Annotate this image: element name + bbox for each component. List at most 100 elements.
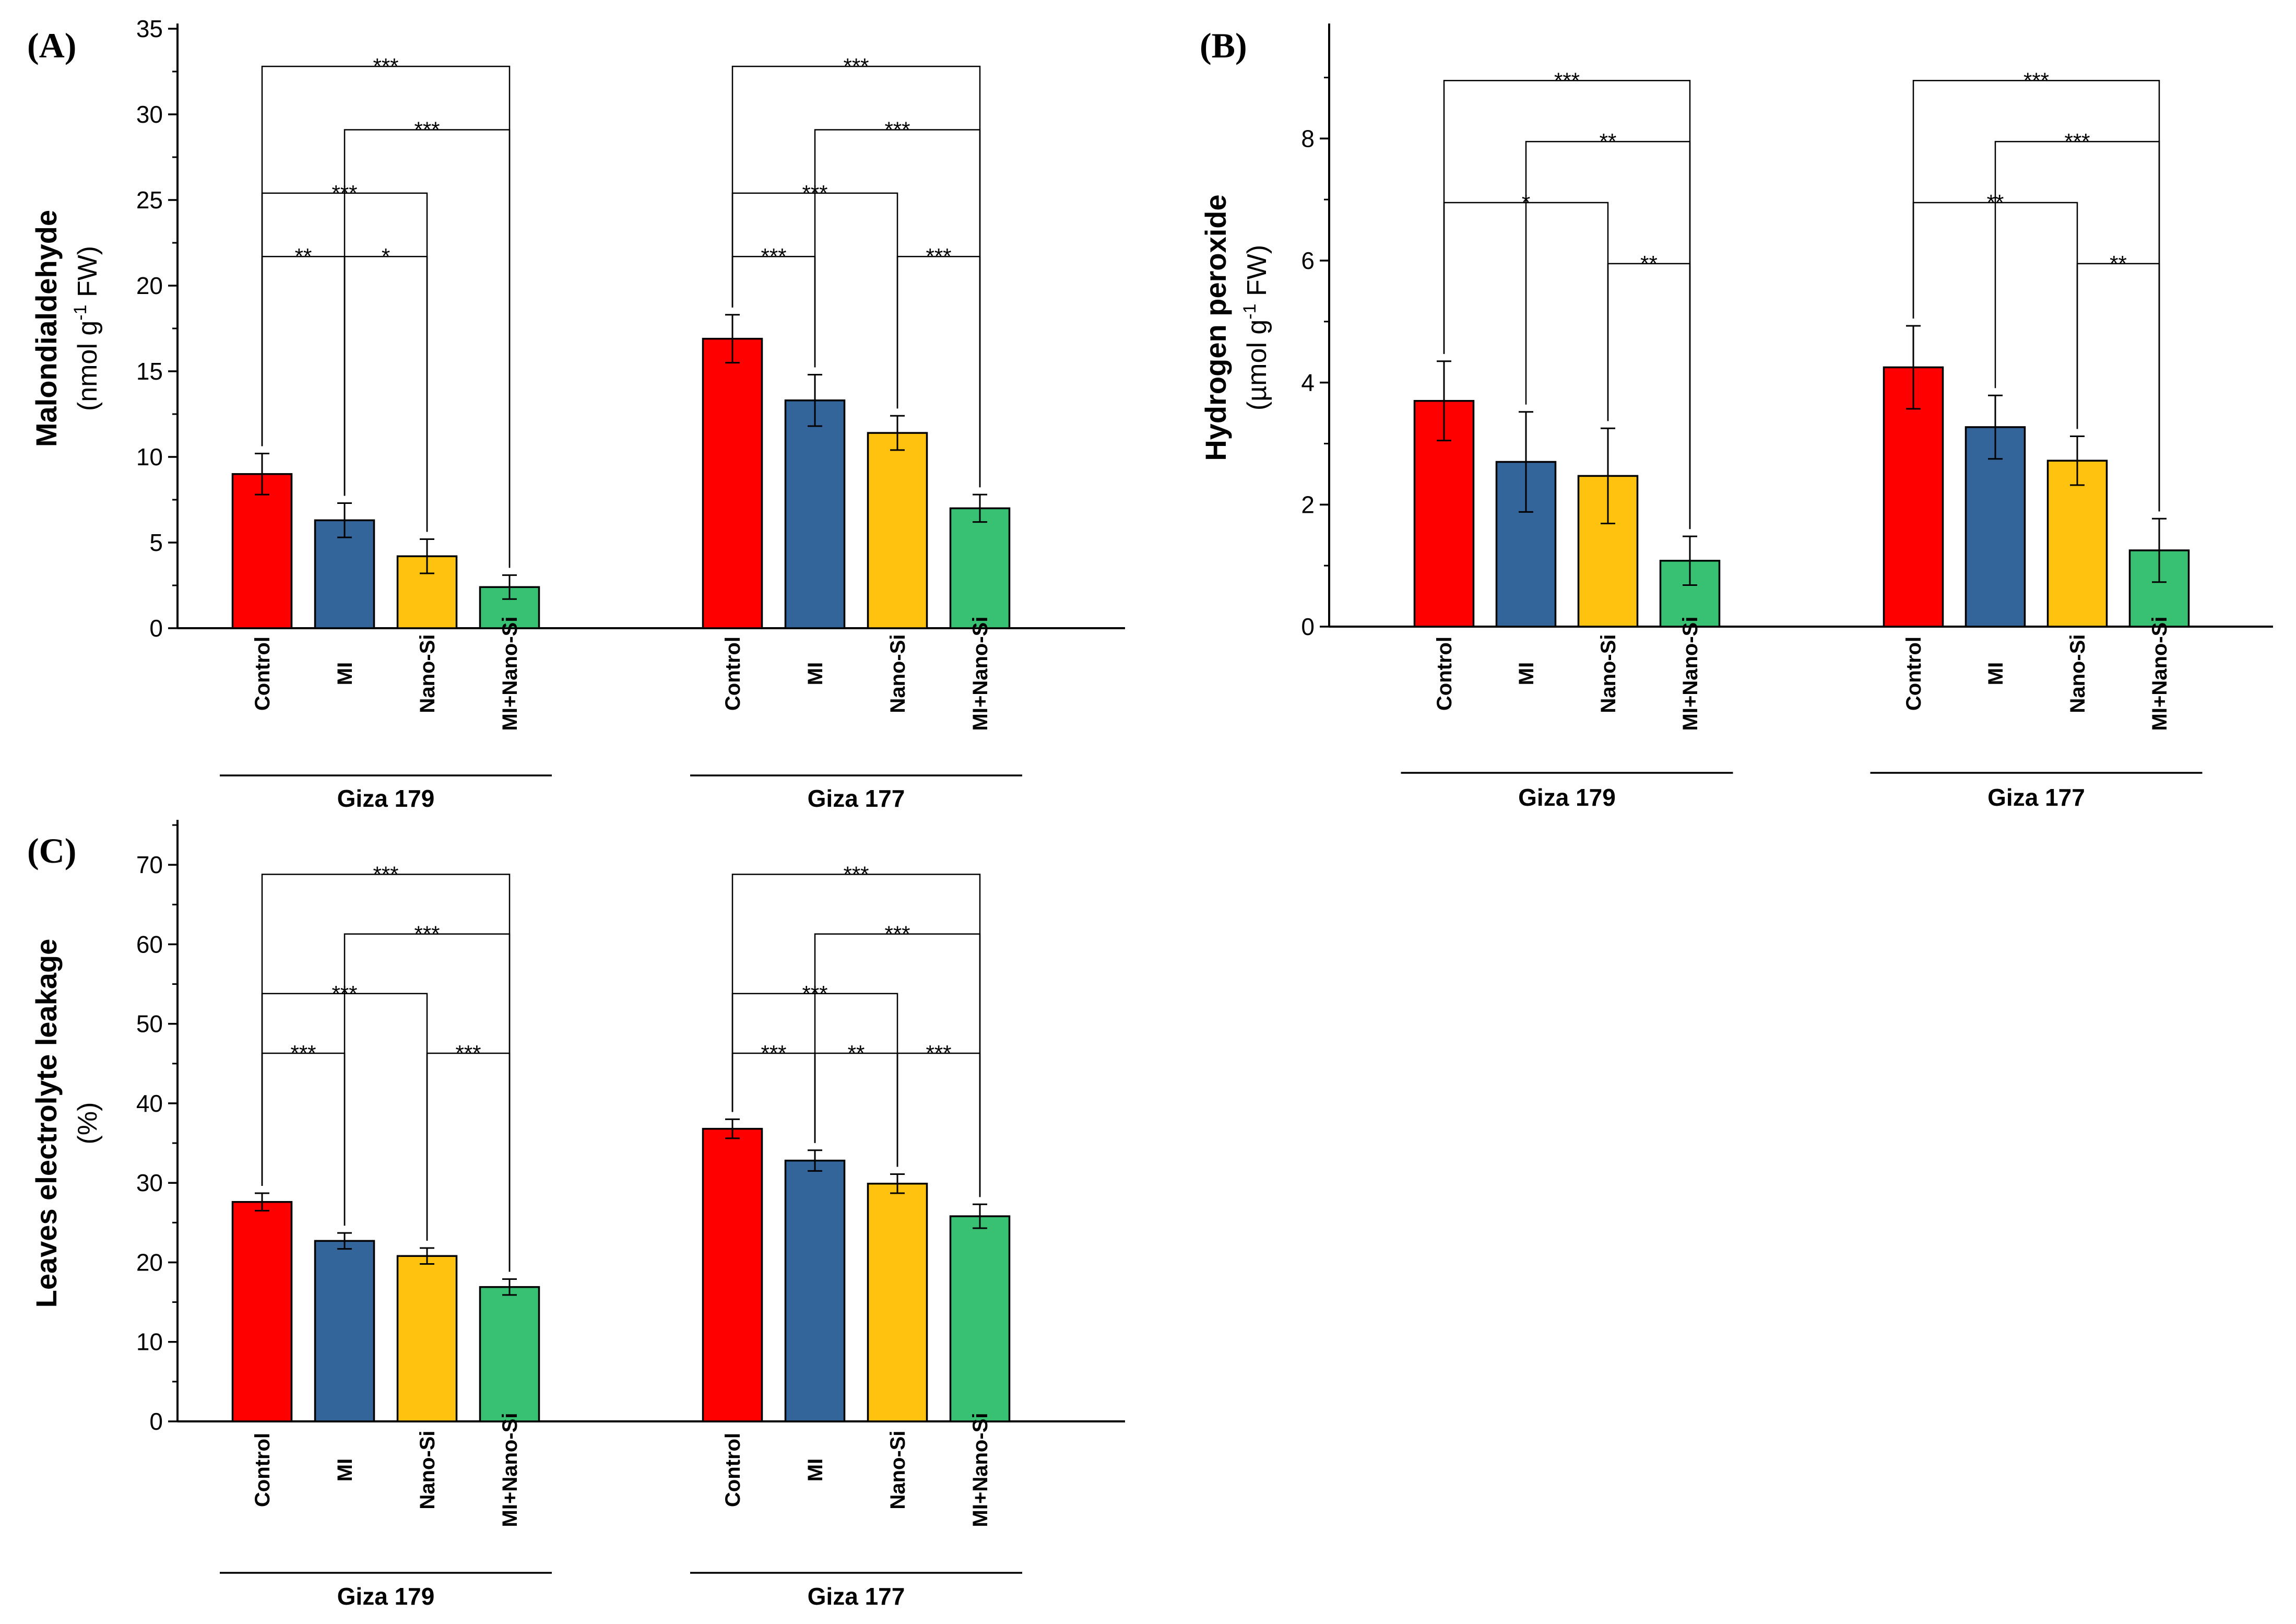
bar-mi — [314, 1240, 375, 1422]
significance-label: *** — [926, 1041, 951, 1065]
category-label: MI — [1984, 662, 2007, 685]
significance-label: ** — [1600, 129, 1617, 154]
significance-bracket — [896, 1052, 981, 1197]
y-tick-label: 0 — [1301, 613, 1315, 640]
bar-control — [702, 1127, 763, 1422]
y-tick-label: 40 — [136, 1090, 163, 1117]
y-tick-label: 30 — [136, 1169, 163, 1196]
significance-bracket — [2076, 263, 2160, 512]
significance-bracket — [896, 255, 981, 488]
y-tick-label: 70 — [136, 851, 163, 878]
category-label: MI+Nano-Si — [499, 1413, 522, 1527]
significance-bracket — [344, 255, 428, 532]
significance-label: *** — [761, 1041, 786, 1065]
group-label: Giza 179 — [337, 1583, 435, 1610]
significance-label: *** — [1554, 68, 1580, 92]
y-axis-unit: (%) — [73, 1102, 103, 1145]
category-label: Nano-Si — [2066, 634, 2089, 713]
category-label: MI+Nano-Si — [969, 1413, 992, 1527]
group-label: Giza 177 — [808, 785, 905, 812]
bar-nano-si — [396, 1255, 458, 1422]
significance-bracket — [426, 1052, 511, 1272]
significance-label: *** — [2064, 129, 2090, 154]
bar-mi-nano-si — [949, 507, 1011, 629]
significance-label: *** — [290, 1041, 316, 1065]
y-tick-label: 4 — [1301, 369, 1315, 396]
group-label: Giza 177 — [808, 1583, 905, 1610]
y-tick-label: 10 — [136, 443, 163, 470]
y-tick-label: 10 — [136, 1328, 163, 1356]
significance-bracket — [261, 1052, 346, 1226]
category-label: MI — [804, 662, 827, 685]
significance-label: * — [1522, 190, 1530, 215]
category-label: Control — [1433, 637, 1456, 711]
significance-label: *** — [373, 54, 398, 78]
significance-bracket — [731, 874, 981, 1197]
panel-label: (C) — [27, 831, 76, 870]
bar-nano-si — [867, 1182, 928, 1422]
y-axis-label: Hydrogen peroxide — [1199, 194, 1232, 461]
significance-label: *** — [414, 117, 440, 142]
significance-bracket — [814, 1052, 898, 1167]
significance-label: *** — [843, 54, 869, 78]
y-tick-label: 50 — [136, 1010, 163, 1038]
y-tick-label: 15 — [136, 358, 163, 385]
significance-bracket — [1912, 80, 2160, 512]
category-label: Control — [251, 637, 274, 711]
category-label: Nano-Si — [416, 1430, 439, 1509]
significance-label: *** — [332, 981, 357, 1006]
bar-control — [702, 337, 763, 629]
category-label: Nano-Si — [886, 634, 909, 713]
bar-nano-si — [2046, 460, 2108, 628]
panel-2: (B) 0 2 4 6 8 Hydrogen peroxide (µmol g-1 FW) Co… — [1199, 23, 2273, 811]
bar-nano-si — [867, 432, 928, 629]
significance-label: ** — [848, 1041, 865, 1065]
y-tick-label: 20 — [136, 272, 163, 299]
y-tick-label: 20 — [136, 1249, 163, 1276]
significance-label: *** — [761, 244, 786, 268]
panel-label: (B) — [1200, 26, 1247, 65]
category-label: MI — [334, 1458, 357, 1481]
significance-label: ** — [1640, 251, 1658, 276]
panel-label: (A) — [27, 26, 76, 65]
significance-label: ** — [295, 244, 312, 268]
y-tick-label: 5 — [149, 529, 163, 556]
y-tick-label: 30 — [136, 101, 163, 128]
bar-mi — [784, 1159, 846, 1422]
group-label: Giza 179 — [1518, 784, 1616, 811]
significance-label: ** — [2110, 251, 2127, 276]
significance-label: *** — [802, 981, 827, 1006]
significance-bracket — [1607, 263, 1691, 529]
y-tick-label: 60 — [136, 931, 163, 958]
significance-bracket — [261, 65, 511, 568]
significance-label: *** — [414, 922, 440, 946]
bar-mi-nano-si — [479, 586, 540, 629]
bar-mi — [314, 519, 375, 629]
bar-control — [1883, 366, 1944, 628]
category-label: Nano-Si — [416, 634, 439, 713]
y-tick-label: 8 — [1301, 125, 1315, 152]
significance-label: * — [382, 244, 390, 268]
y-tick-label: 0 — [149, 1408, 163, 1435]
bar-mi-nano-si — [479, 1286, 540, 1422]
significance-label: *** — [884, 922, 910, 946]
category-label: Nano-Si — [1597, 634, 1620, 713]
significance-bracket — [731, 255, 816, 368]
category-label: MI — [1515, 662, 1538, 685]
category-label: Control — [721, 637, 744, 711]
group-label: Giza 177 — [1987, 784, 2085, 811]
y-tick-label: 0 — [149, 615, 163, 642]
category-label: Control — [251, 1433, 274, 1507]
significance-label: *** — [843, 862, 869, 886]
significance-bracket — [1443, 80, 1691, 529]
bar-mi-nano-si — [949, 1215, 1011, 1422]
y-axis-unit: (µmol g-1 FW) — [1240, 245, 1272, 410]
bar-mi — [784, 399, 846, 629]
category-label: MI — [334, 662, 357, 685]
panel-3: (C) 0 10 20 30 40 50 60 70 Leaves electrolyte lea… — [27, 820, 1125, 1610]
significance-label: *** — [802, 181, 827, 205]
y-axis-unit: (nmol g-1 FW) — [70, 246, 103, 411]
significance-label: *** — [332, 181, 357, 205]
y-axis-label: Malondialdehyde — [30, 210, 63, 447]
